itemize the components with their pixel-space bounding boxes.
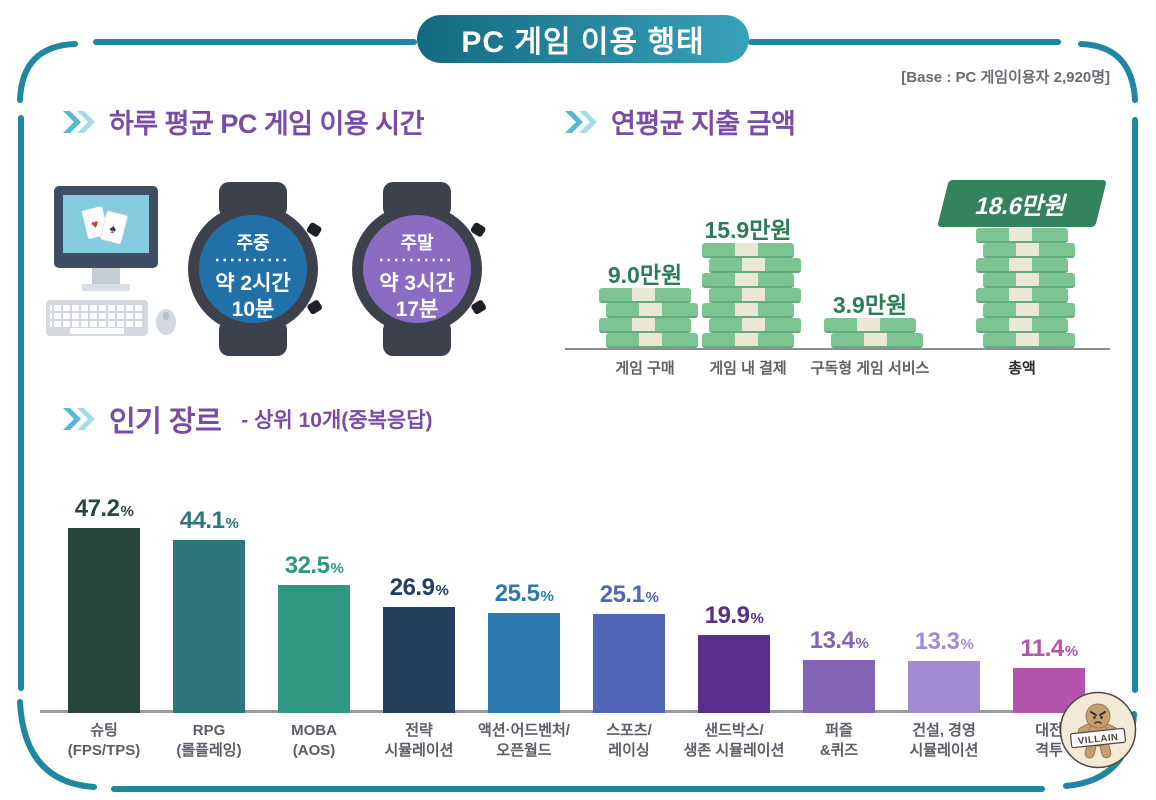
genre-bar [383, 607, 455, 713]
banknote-stack-bill-icon [976, 288, 1068, 303]
genre-category-label: 건설, 경영 시뮬레이션 [909, 722, 979, 759]
genre-bar [698, 635, 770, 713]
genre-category-label: 퍼즐 &퀴즈 [819, 722, 859, 759]
spending-section-title: 연평균 지출 금액 [611, 109, 796, 139]
spending-section-heading: 연평균 지출 금액 [562, 102, 796, 141]
watch-duration-minutes: 17분 [396, 298, 439, 321]
banknote-stack-bill-icon [606, 303, 698, 318]
genre-category-label: 슈팅 (FPS/TPS) [67, 722, 141, 759]
spending-category-label: 구독형 게임 서비스 [810, 360, 930, 377]
banknote-stack-bill-icon [709, 258, 801, 273]
genre-section-subtitle: - 상위 10개(중복응답) [241, 409, 433, 432]
genre-section-title: 인기 장르 [109, 406, 222, 438]
watch-face [363, 215, 471, 323]
desktop-computer-icon: ♥ ♠ [46, 186, 176, 336]
genre-bar [803, 660, 875, 713]
svg-text:♥: ♥ [90, 217, 100, 232]
genre-bar [173, 540, 245, 713]
banknote-stack-bill-icon [709, 318, 801, 333]
spending-axis-line [565, 348, 1110, 350]
genre-category-label: RPG (롤플레잉) [176, 722, 242, 759]
genre-section-heading: 인기 장르 - 상위 10개(중복응답) [60, 398, 433, 440]
genre-category-label: 액션·어드벤처/오픈월드 [478, 722, 570, 759]
banknote-stack-bill-icon [606, 333, 698, 348]
banknote-stack-bill-icon [709, 288, 801, 303]
watch-duration-hours: 약 2시간 [215, 272, 290, 295]
money-stack [976, 228, 1075, 348]
genre-bar [278, 585, 350, 713]
genre-category-label: 샌드박스/생존 시뮬레이션 [683, 722, 785, 759]
watch-period-label: 주말 [400, 233, 434, 253]
genre-bar [68, 528, 140, 713]
banknote-stack-bill-icon [702, 273, 794, 288]
page-title: PC 게임 이용 행태 [417, 15, 749, 63]
genre-value-label: 19.9% [704, 602, 764, 629]
weekend-watch-icon: 주말 약 3시간 17분 [352, 182, 486, 356]
banknote-stack-bill-icon [976, 318, 1068, 333]
genre-bar [908, 661, 980, 713]
watch-duration-hours: 약 3시간 [379, 272, 454, 295]
time-section-heading: 하루 평균 PC 게임 이용 시간 [60, 102, 424, 141]
playing-card-spade: ♠ [100, 210, 128, 245]
genre-category-label: 전략 시뮬레이션 [384, 722, 454, 759]
banknote-stack-bill-icon [983, 303, 1075, 318]
double-chevron-icon [63, 408, 95, 430]
watch-duration-minutes: 10분 [232, 298, 275, 321]
banknote-stack-bill-icon [831, 333, 923, 348]
weekday-watch-icon: 주중 약 2시간 10분 [188, 182, 322, 356]
amount-value-label: 3.9만원 [832, 292, 908, 318]
spending-category-label: 게임 내 결제 [709, 360, 787, 377]
banknote-stack-bill-icon [702, 333, 794, 348]
amount-value-label: 15.9만원 [704, 217, 792, 243]
genre-value-label: 25.1% [599, 581, 659, 608]
money-stack [824, 318, 923, 348]
genre-category-label: MOBA (AOS) [291, 722, 337, 759]
genre-axis-line [40, 710, 1116, 713]
genre-value-label: 25.5% [494, 580, 554, 607]
amount-value-label: 9.0만원 [607, 262, 683, 288]
banknote-stack-bill-icon [983, 333, 1075, 348]
banknote-stack-bill-icon [824, 318, 916, 333]
genre-value-label: 13.3% [914, 628, 974, 655]
banknote-stack-bill-icon [702, 243, 794, 258]
genre-chart: 47.2% 슈팅 (FPS/TPS) 44.1% RPG (롤플레잉) 32.5% MOBA(… [40, 455, 1116, 785]
genre-value-label: 47.2% [74, 495, 134, 522]
genre-category-label: 스포츠/레이싱 [606, 722, 652, 759]
genre-value-label: 44.1% [179, 507, 239, 534]
time-section-title: 하루 평균 PC 게임 이용 시간 [109, 109, 424, 139]
mouse-icon [156, 309, 176, 335]
svg-text:♠: ♠ [108, 221, 118, 236]
banknote-stack-bill-icon [983, 243, 1075, 258]
genre-value-label: 32.5% [284, 552, 344, 579]
money-stack [702, 243, 801, 348]
banknote-stack-bill-icon [983, 273, 1075, 288]
banknote-stack-bill-icon [976, 228, 1068, 243]
villain-watermark-badge: VILLAIN [1059, 691, 1137, 769]
genre-value-label: 26.9% [389, 574, 449, 601]
watch-period-label: 주중 [236, 233, 269, 253]
base-note: [Base : PC 게임이용자 2,920명] [901, 69, 1110, 86]
spending-category-label: 게임 구매 [615, 360, 675, 377]
genre-category-label: 대전 격투 [1035, 722, 1063, 759]
genre-bar [488, 613, 560, 713]
spending-category-label: 총액 [1008, 360, 1036, 377]
total-amount-badge: 18.6만원 [937, 180, 1107, 227]
genre-value-label: 13.4% [809, 627, 869, 654]
banknote-stack-bill-icon [976, 258, 1068, 273]
double-chevron-icon [565, 110, 597, 133]
villain-watermark-text: VILLAIN [1077, 732, 1118, 747]
banknote-stack-bill-icon [702, 303, 794, 318]
genre-bar [593, 614, 665, 713]
watch-face [199, 215, 307, 323]
genre-value-label: 11.4% [1020, 635, 1078, 662]
banknote-stack-bill-icon [599, 288, 691, 303]
money-stack [599, 288, 698, 348]
double-chevron-icon [63, 110, 95, 133]
banknote-stack-bill-icon [599, 318, 691, 333]
